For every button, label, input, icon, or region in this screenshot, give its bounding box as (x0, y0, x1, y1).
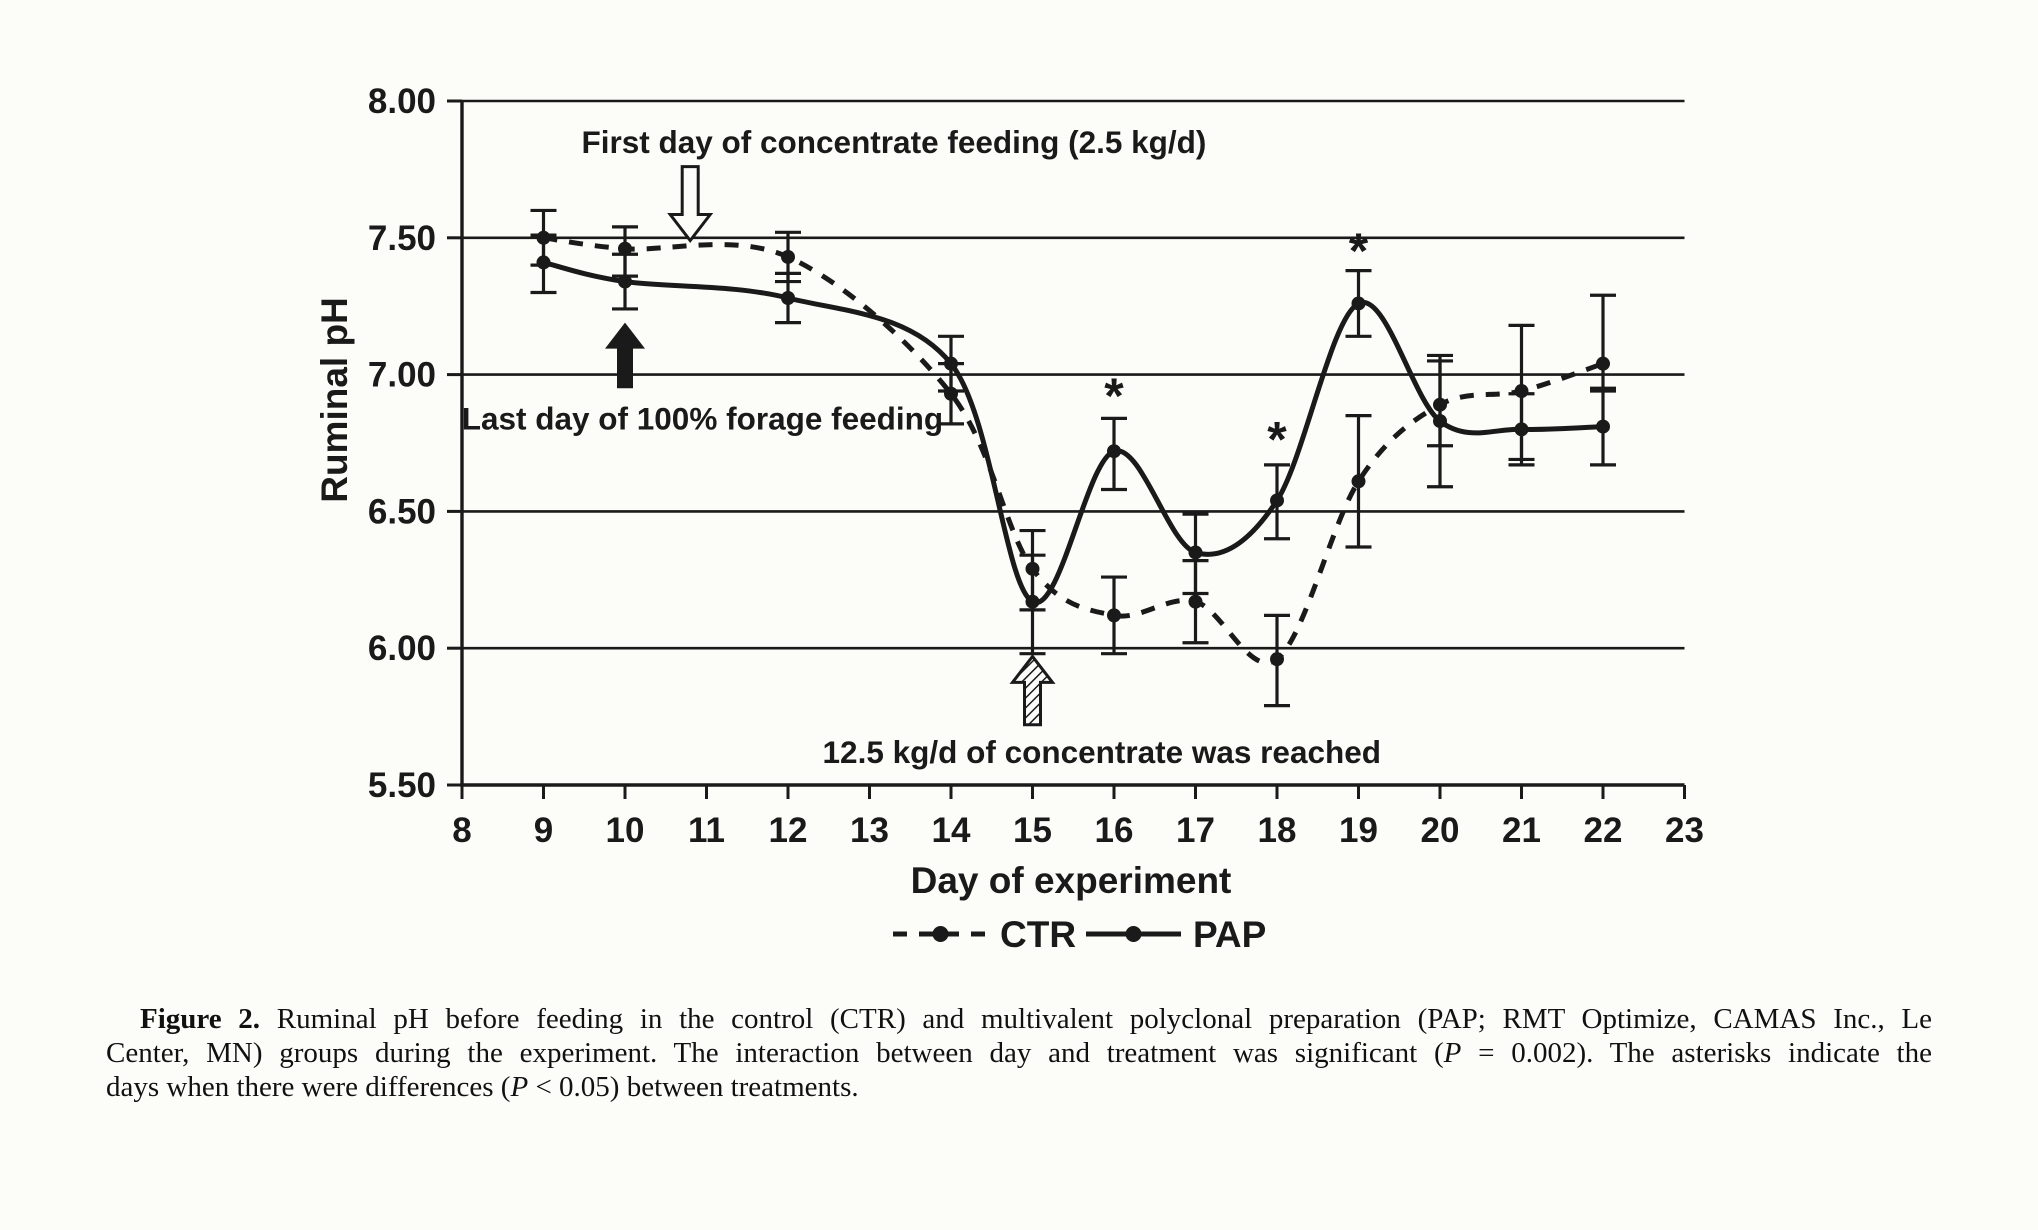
pap-marker-day20 (1433, 414, 1447, 429)
y-tick-label: 6.00 (368, 629, 436, 668)
y-tick-label: 7.00 (368, 356, 436, 395)
caption-segment: P (1443, 1037, 1462, 1069)
caption-segment: < 0.05) between treatments. (528, 1071, 859, 1103)
ctr-line (543, 235, 1604, 665)
pap-marker-day16 (1107, 444, 1121, 459)
x-tick-label: 21 (1502, 811, 1541, 850)
pap-marker-day17 (1188, 545, 1203, 560)
caption-line-1: Figure 2. Ruminal pH before feeding in t… (106, 1002, 1932, 1036)
gridlines (462, 99, 1685, 650)
ctr-marker-day10 (618, 241, 632, 256)
y-tick-label: 5.50 (368, 766, 436, 805)
arrow-last-day (605, 322, 645, 389)
ctr-marker-day22 (1596, 356, 1610, 371)
pap-marker-day15 (1025, 594, 1040, 609)
annotation-arrows (605, 165, 1056, 727)
x-axis-title: Day of experiment (911, 860, 1232, 901)
ruminal-ph-chart: 8.00 7.50 7.00 6.50 6.00 5.50 8 9 10 11 12 13 14 15 16… (314, 82, 1704, 955)
x-tick-label: 12 (769, 811, 808, 850)
legend-marker (1125, 926, 1142, 942)
x-tick-label: 10 (606, 811, 645, 850)
arrow-reached (1009, 653, 1056, 727)
caption-segment: = 0.002). The asterisks indicate the (1461, 1037, 1932, 1069)
significance-asterisk-day18: * (1267, 412, 1287, 468)
x-tick-label: 9 (534, 811, 553, 850)
y-tick-label: 8.00 (368, 82, 436, 121)
x-tick-label: 20 (1421, 811, 1460, 850)
pap-marker-day18 (1270, 493, 1284, 508)
ctr-marker-day18 (1270, 652, 1284, 667)
caption-segment: Figure 2. (140, 1003, 261, 1035)
annotation-first-day-concentrate: First day of concentrate feeding (2.5 kg… (582, 124, 1207, 160)
series-lines (542, 235, 1604, 665)
x-tick-label: 18 (1258, 811, 1297, 850)
figure-caption: Figure 2. Ruminal pH before feeding in t… (106, 1002, 1932, 1104)
x-tick-label: 19 (1339, 811, 1378, 850)
chart-text: 8.00 7.50 7.00 6.50 6.00 5.50 8 9 10 11 12 13 14 15 16… (314, 82, 1704, 901)
pap-marker-day10 (618, 274, 632, 289)
x-tick-label: 15 (1013, 811, 1052, 850)
caption-segment: Ruminal pH before feeding in the control… (260, 1003, 1932, 1035)
pap-marker-day9 (536, 255, 551, 270)
pap-marker-day19 (1351, 296, 1366, 311)
pap-marker-day12 (781, 290, 795, 305)
ctr-marker-day14 (944, 386, 958, 401)
caption-line-2: Center, MN) groups during the experiment… (106, 1036, 1932, 1070)
y-tick-label: 7.50 (368, 219, 436, 258)
y-tick-label: 6.50 (368, 492, 436, 531)
caption-segment: Center, MN) groups during the experiment… (106, 1037, 1444, 1069)
legend: CTR PAP (893, 914, 1266, 955)
x-tick-label: 23 (1665, 811, 1704, 850)
annotation-concentrate-reached: 12.5 kg/d of concentrate was reached (823, 734, 1381, 770)
legend-item-ctr: CTR (893, 914, 1076, 955)
ctr-marker-day12 (781, 249, 795, 264)
caption-segment: days when there were differences ( (106, 1071, 511, 1103)
x-tick-label: 8 (452, 811, 471, 850)
caption-line-3: days when there were differences (P < 0.… (106, 1070, 1932, 1104)
pap-marker-day14 (944, 356, 958, 371)
legend-item-pap: PAP (1086, 914, 1266, 955)
significance-asterisk-day16: * (1104, 368, 1124, 424)
ctr-marker-day9 (536, 230, 551, 245)
legend-label: PAP (1193, 914, 1266, 955)
pap-marker-day22 (1596, 419, 1610, 434)
data-point-markers (536, 230, 1610, 667)
legend-marker (932, 926, 949, 942)
x-tick-label: 14 (932, 811, 971, 850)
x-tick-label: 13 (850, 811, 889, 850)
x-tick-label: 17 (1176, 811, 1215, 850)
ctr-marker-day20 (1433, 397, 1447, 412)
annotation-last-day-forage: Last day of 100% forage feeding (462, 400, 943, 436)
ctr-marker-day19 (1351, 474, 1366, 489)
pap-marker-day21 (1514, 422, 1529, 437)
x-tick-label: 16 (1095, 811, 1134, 850)
caption-segment: P (510, 1071, 529, 1103)
significance-asterisk-day19: * (1349, 223, 1369, 279)
ctr-marker-day21 (1514, 384, 1529, 399)
error-bar-ctr-day22 (1590, 293, 1616, 393)
axes (447, 99, 1686, 799)
y-axis-title: Ruminal pH (314, 297, 355, 503)
legend-label: CTR (1000, 914, 1076, 955)
ctr-marker-day15 (1025, 561, 1040, 576)
arrow-first-day (667, 165, 714, 243)
ctr-marker-day16 (1107, 608, 1121, 623)
x-tick-label: 11 (688, 811, 725, 850)
x-tick-label: 22 (1584, 811, 1623, 850)
ctr-marker-day17 (1188, 594, 1203, 609)
